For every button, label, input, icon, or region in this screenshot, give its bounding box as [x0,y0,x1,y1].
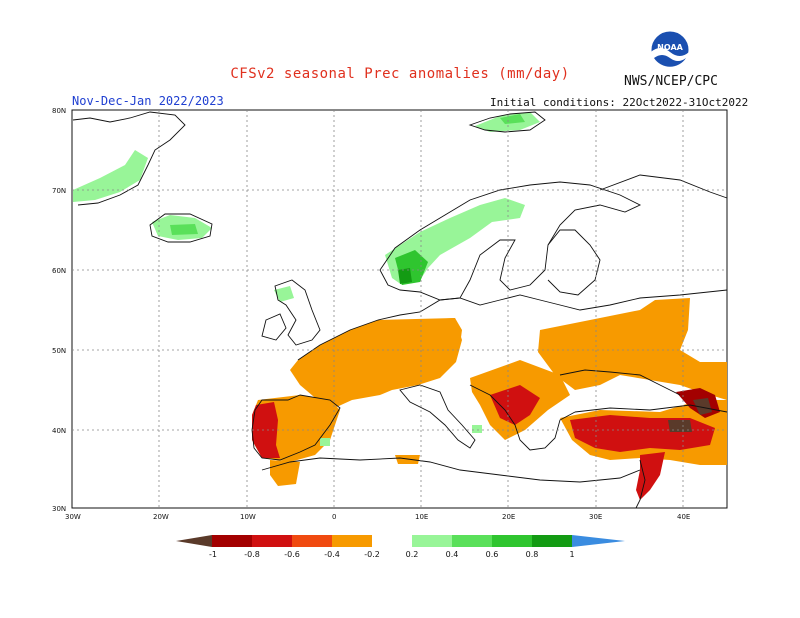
colorbar-segment [252,535,292,547]
noaa-logo: NOAA [650,30,690,70]
colorbar-segment [176,535,212,547]
lon-label: 30W [65,513,81,521]
agency-label: NWS/NCEP/CPC [624,74,718,89]
map-title: CFSv2 seasonal Prec anomalies (mm/day) [230,66,570,82]
colorbar-label: -0.6 [284,550,300,559]
lat-label: 70N [52,187,66,195]
lon-label: 20W [153,513,169,521]
lat-label: 80N [52,107,66,115]
colorbar-segment [452,535,492,547]
coastlines [72,111,728,509]
dry-anomaly-layer [252,298,727,500]
initial-conditions-label: Initial conditions: 22Oct2022-31Oct2022 [490,96,749,109]
season-label: Nov-Dec-Jan 2022/2023 [72,94,224,108]
colorbar-label: -1 [209,550,217,559]
latitude-labels: 80N 70N 60N 50N 40N 30N [52,107,66,513]
colorbar-segment [412,535,452,547]
lat-label: 40N [52,427,66,435]
logo-text: NOAA [657,43,683,52]
colorbar-label: 0.6 [486,550,499,559]
colorbar-segment [492,535,532,547]
colorbar-label: 0.4 [446,550,459,559]
lon-label: 0 [332,513,336,521]
wet-anomaly-layer [73,112,540,446]
colorbar-segment [372,535,412,547]
colorbar-label: 0.8 [526,550,539,559]
colorbar-label: -0.8 [244,550,260,559]
colorbar-label: -0.4 [324,550,340,559]
colorbar: -1 -0.8 -0.6 -0.4 -0.2 0.2 0.4 0.6 0.8 1 [176,535,625,559]
lat-label: 30N [52,505,66,513]
colorbar-segment [332,535,372,547]
lat-label: 50N [52,347,66,355]
longitude-labels: 30W 20W 10W 0 10E 20E 30E 40E [65,513,690,521]
colorbar-segment [532,535,572,547]
lon-label: 30E [589,513,602,521]
lon-label: 40E [677,513,690,521]
colorbar-label: -0.2 [364,550,380,559]
graticule [72,110,727,508]
colorbar-segment [292,535,332,547]
lon-label: 10E [415,513,428,521]
colorbar-label: 0.2 [406,550,419,559]
colorbar-segment [212,535,252,547]
lon-label: 10W [240,513,256,521]
colorbar-label: 1 [569,550,574,559]
colorbar-segment [572,535,625,547]
lon-label: 20E [502,513,515,521]
lat-label: 60N [52,267,66,275]
